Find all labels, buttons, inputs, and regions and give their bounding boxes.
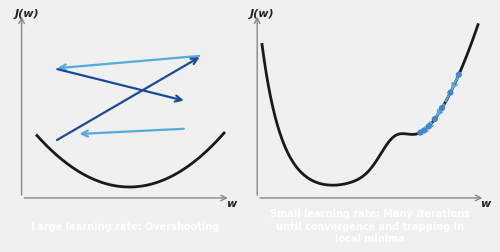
Text: w: w xyxy=(480,199,490,209)
Point xyxy=(455,73,463,77)
Point xyxy=(420,129,428,133)
Point xyxy=(431,117,439,121)
Point xyxy=(425,124,433,128)
Point xyxy=(416,131,424,135)
Text: Large learning rate: Overshooting: Large learning rate: Overshooting xyxy=(31,222,219,232)
Point xyxy=(438,106,446,110)
Text: J(w): J(w) xyxy=(15,9,40,19)
Point xyxy=(446,91,454,95)
Text: J(w): J(w) xyxy=(250,9,274,19)
Text: w: w xyxy=(226,199,236,209)
Text: Small learning rate: Many iterations
until convergence and trapping in
local min: Small learning rate: Many iterations unt… xyxy=(270,209,470,244)
